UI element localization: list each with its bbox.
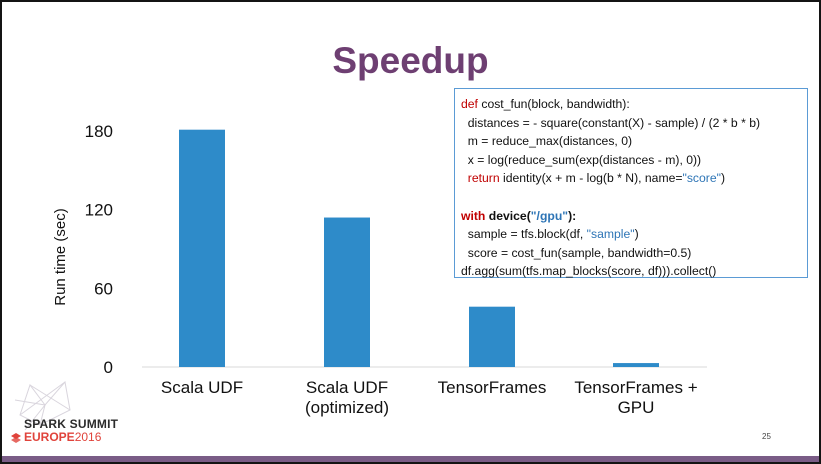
code-token: def bbox=[461, 97, 482, 111]
bar bbox=[324, 217, 370, 367]
logo-text-year: 2016 bbox=[74, 430, 102, 444]
code-box: def cost_fun(block, bandwidth): distance… bbox=[454, 88, 808, 278]
code-token: score = cost_fun(sample, bandwidth=0.5) bbox=[461, 245, 692, 260]
logo-text-region: EUROPE bbox=[24, 430, 75, 444]
code-token bbox=[461, 171, 468, 185]
code-line: with device("/gpu"): bbox=[461, 207, 801, 226]
code-token: identity(x + m - log(b * N), name= bbox=[499, 171, 683, 186]
y-tick-label: 180 bbox=[85, 122, 113, 141]
y-tick-label: 120 bbox=[85, 201, 113, 220]
code-line: distances = - square(constant(X) - sampl… bbox=[461, 114, 801, 133]
code-token: with bbox=[461, 208, 489, 223]
spark-summit-logo bbox=[11, 380, 71, 443]
bottom-accent-bar bbox=[2, 456, 819, 462]
code-token: "sample" bbox=[586, 227, 635, 242]
logo-text-europe: EUROPE2016 bbox=[24, 430, 101, 444]
bar bbox=[179, 129, 225, 367]
x-category-label: TensorFrames + bbox=[574, 378, 697, 397]
code-token: sample = tfs.block(df, bbox=[461, 227, 587, 242]
code-token: ) bbox=[634, 227, 639, 242]
x-category-label: Scala UDF bbox=[161, 378, 243, 397]
code-token: df.agg(sum(tfs.map_blocks(score, df))).c… bbox=[461, 264, 717, 279]
x-category-label: TensorFrames bbox=[438, 378, 547, 397]
x-category-label: (optimized) bbox=[305, 398, 389, 417]
code-token: device( bbox=[488, 208, 531, 223]
layers-icon bbox=[11, 433, 21, 443]
code-token: "score" bbox=[682, 171, 721, 186]
code-token: cost_fun(block, bandwidth): bbox=[481, 97, 630, 111]
y-tick-label: 0 bbox=[104, 358, 113, 377]
y-tick-label: 60 bbox=[94, 279, 113, 298]
code-token: x = log(reduce_sum(exp(distances - m), 0… bbox=[461, 152, 702, 167]
code-line: x = log(reduce_sum(exp(distances - m), 0… bbox=[461, 151, 801, 170]
code-line: df.agg(sum(tfs.map_blocks(score, df))).c… bbox=[461, 262, 801, 281]
x-category-label: GPU bbox=[618, 398, 655, 417]
bar bbox=[613, 363, 659, 367]
code-line: sample = tfs.block(df, "sample") bbox=[461, 225, 801, 244]
logo-text-spark-summit: SPARK SUMMIT bbox=[24, 417, 119, 431]
code-line bbox=[461, 188, 801, 207]
y-axis-label: Run time (sec) bbox=[52, 208, 69, 306]
code-token: return bbox=[467, 171, 500, 186]
code-line: m = reduce_max(distances, 0) bbox=[461, 132, 801, 151]
code-token: m = reduce_max(distances, 0) bbox=[461, 134, 633, 149]
code-token: ) bbox=[720, 171, 726, 186]
code-token: ): bbox=[568, 208, 577, 223]
slide-title: Speedup bbox=[332, 40, 489, 81]
code-token: "/gpu" bbox=[530, 208, 569, 223]
code-token: distances = - square(constant(X) - sampl… bbox=[461, 115, 761, 130]
x-category-label: Scala UDF bbox=[306, 378, 388, 397]
code-line: return identity(x + m - log(b * N), name… bbox=[461, 169, 801, 188]
logo-mark bbox=[14, 380, 71, 431]
bar bbox=[469, 306, 515, 367]
code-line: def cost_fun(block, bandwidth): bbox=[461, 95, 801, 114]
code-line: score = cost_fun(sample, bandwidth=0.5) bbox=[461, 244, 801, 263]
page-number: 25 bbox=[762, 432, 771, 441]
